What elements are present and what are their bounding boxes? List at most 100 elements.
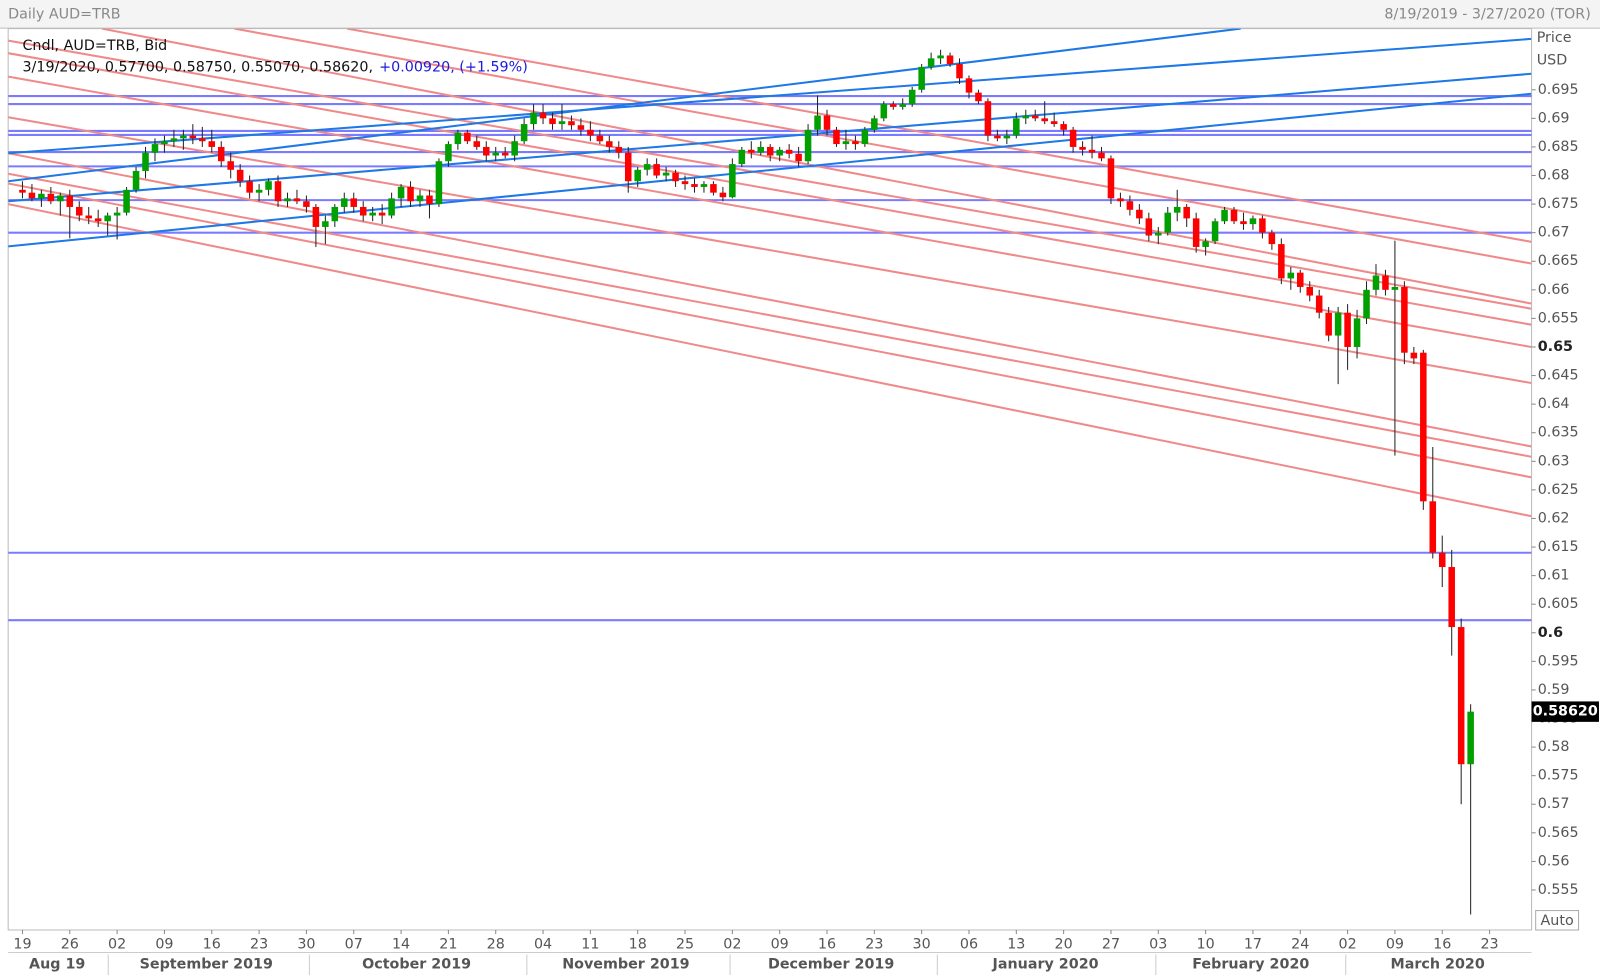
falling-trendline xyxy=(8,75,1532,348)
candle-body xyxy=(341,198,348,207)
ohlc-info: 3/19/2020, 0.57700, 0.58750, 0.55070, 0.… xyxy=(22,59,373,75)
y-tick-label: 0.615 xyxy=(1538,539,1579,555)
candle-body xyxy=(1098,152,1105,159)
auto-button[interactable] xyxy=(1535,910,1580,931)
candle-body xyxy=(700,184,708,187)
chart-title: Daily AUD=TRB xyxy=(8,6,120,22)
y-tick-label: 0.595 xyxy=(1538,653,1579,669)
candle-body xyxy=(180,135,187,139)
candle-body xyxy=(558,121,566,125)
x-tick-label: 30 xyxy=(297,936,315,952)
candle-body xyxy=(927,58,935,67)
y-tick-label: 0.655 xyxy=(1538,310,1579,326)
candle-body xyxy=(38,193,45,199)
candle-body xyxy=(757,146,765,153)
candle-body xyxy=(719,192,727,198)
x-tick-label: 09 xyxy=(1386,936,1404,952)
y-tick-label: 0.685 xyxy=(1538,139,1579,155)
candle-body xyxy=(454,132,462,145)
candle-body xyxy=(785,149,793,154)
candle-body xyxy=(814,115,821,130)
candle-body xyxy=(804,129,812,162)
candle-body xyxy=(795,153,802,162)
candle-body xyxy=(1467,711,1474,765)
x-tick-label: 23 xyxy=(250,936,268,952)
y-tick-label: 0.66 xyxy=(1538,282,1570,298)
candle-body xyxy=(577,125,585,130)
candle-body xyxy=(710,184,717,193)
candle-body xyxy=(66,195,74,207)
candle-body xyxy=(208,141,216,147)
candle-body xyxy=(255,189,263,193)
candle-body xyxy=(132,170,140,190)
x-tick-label: 20 xyxy=(1055,936,1073,952)
candle-body xyxy=(1334,312,1342,336)
falling-trendline xyxy=(8,152,1532,448)
candle-body xyxy=(1363,289,1370,319)
x-tick-label: 25 xyxy=(676,936,694,952)
candle-body xyxy=(501,152,509,156)
candle-body xyxy=(624,152,632,182)
candle-body xyxy=(1050,121,1058,125)
x-tick-label: 02 xyxy=(1338,936,1356,952)
candle-body xyxy=(1060,124,1067,130)
candle-body xyxy=(681,181,689,185)
candle-body xyxy=(738,149,746,165)
candle-body xyxy=(1230,209,1238,222)
y-tick-label: 0.62 xyxy=(1538,510,1570,526)
candle-body xyxy=(293,198,301,202)
x-tick-label: 23 xyxy=(865,936,883,952)
falling-trendline xyxy=(346,28,1532,243)
candle-body xyxy=(378,212,386,216)
x-tick-label: 17 xyxy=(1244,936,1262,952)
candle-body xyxy=(1107,158,1115,199)
candle-body xyxy=(1259,218,1266,233)
y-tick-label: 0.64 xyxy=(1538,396,1570,412)
candle-body xyxy=(1268,232,1276,245)
candle-body xyxy=(596,135,604,142)
candle-body xyxy=(435,161,443,205)
candle-body xyxy=(28,192,36,199)
y-tick-label: 0.67 xyxy=(1538,225,1570,241)
candle-body xyxy=(880,104,888,119)
falling-trendline xyxy=(8,203,1532,518)
change-info: +0.00920, (+1.59%) xyxy=(379,59,528,75)
x-tick-label: 16 xyxy=(1433,936,1451,952)
candle-body xyxy=(1382,275,1389,290)
candle-body xyxy=(1202,241,1209,247)
y-tick-label: 0.625 xyxy=(1538,482,1579,498)
candle-body xyxy=(1211,221,1219,242)
x-tick-label: 27 xyxy=(1102,936,1120,952)
date-range: 8/19/2019 - 3/27/2020 (TOR) xyxy=(1384,6,1590,22)
candle-body xyxy=(776,149,783,156)
x-tick-label: 19 xyxy=(13,936,31,952)
candle-body xyxy=(587,129,594,136)
candle-body xyxy=(492,152,499,156)
candle-body xyxy=(1297,272,1304,287)
auto-label[interactable]: Auto xyxy=(1541,913,1574,929)
candle-body xyxy=(975,92,982,102)
candle-body xyxy=(416,195,424,202)
candle-body xyxy=(170,138,178,142)
candle-body xyxy=(236,169,244,182)
rising-trendline xyxy=(8,92,1532,248)
x-tick-label: 23 xyxy=(1480,936,1498,952)
x-tick-label: 04 xyxy=(534,936,552,952)
candle-body xyxy=(359,206,367,216)
x-tick-label: 02 xyxy=(723,936,741,952)
y-axis-unit: USD xyxy=(1537,52,1568,68)
month-label: December 2019 xyxy=(768,957,894,973)
candle-body xyxy=(1173,206,1181,213)
candle-body xyxy=(322,221,329,227)
candle-body xyxy=(1164,212,1172,233)
candle-body xyxy=(1420,352,1427,502)
y-tick-label: 0.695 xyxy=(1538,82,1579,98)
candle-body xyxy=(1022,115,1030,119)
month-label: February 2020 xyxy=(1192,957,1309,973)
x-tick-label: 16 xyxy=(203,936,221,952)
y-tick-label: 0.555 xyxy=(1538,882,1579,898)
candle-body xyxy=(1041,118,1048,122)
rising-trendline xyxy=(8,28,1241,183)
candle-body xyxy=(1003,135,1011,139)
candle-body xyxy=(123,189,130,213)
